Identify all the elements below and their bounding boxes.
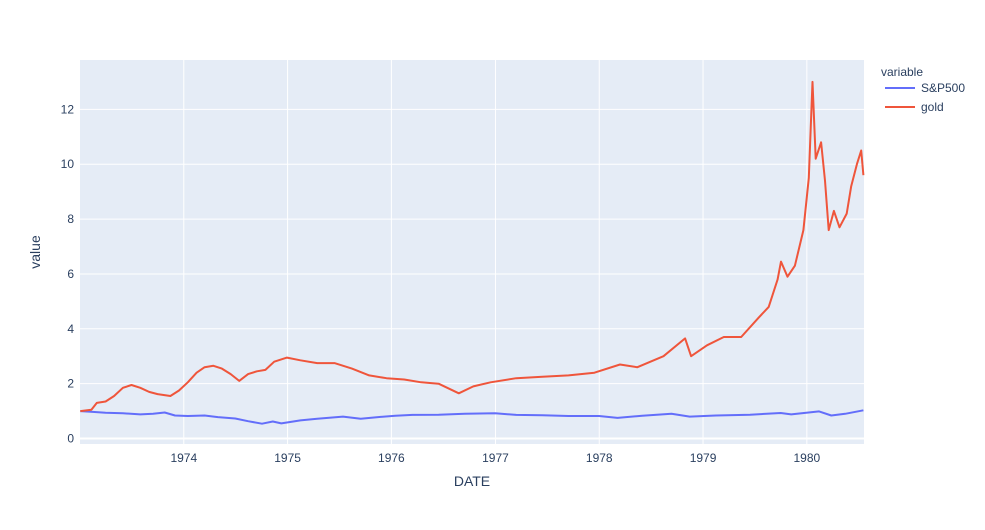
x-tick-label: 1980	[793, 451, 820, 465]
legend-item[interactable]: gold	[885, 100, 944, 114]
y-tick-label: 6	[67, 267, 74, 281]
gridlines	[80, 60, 864, 444]
y-tick-label: 8	[67, 212, 74, 226]
y-tick-label: 0	[67, 432, 74, 446]
plot-area	[80, 60, 864, 444]
series-layer	[80, 80, 865, 425]
series-line-gold	[80, 80, 865, 413]
series-line-s-p500	[80, 409, 864, 425]
x-tick-label: 1975	[274, 451, 301, 465]
legend: variable S&P500 gold	[881, 65, 965, 114]
y-tick-label: 2	[67, 377, 74, 391]
legend-title: variable	[881, 65, 923, 79]
tick-labels: 0 2 4 6 8 10 12 1974 1975 1976 1977 1978 1979 1980	[61, 102, 821, 465]
legend-label: S&P500	[921, 81, 965, 95]
x-tick-label: 1977	[482, 451, 509, 465]
x-axis-title: DATE	[454, 473, 490, 489]
x-tick-label: 1978	[586, 451, 613, 465]
legend-label: gold	[921, 100, 944, 114]
legend-item[interactable]: S&P500	[885, 81, 965, 95]
x-tick-label: 1974	[170, 451, 197, 465]
y-tick-label: 10	[61, 157, 75, 171]
y-tick-label: 12	[61, 102, 75, 116]
x-tick-label: 1976	[378, 451, 405, 465]
y-tick-label: 4	[67, 322, 74, 336]
x-tick-label: 1979	[690, 451, 717, 465]
y-axis-title: value	[27, 235, 43, 269]
